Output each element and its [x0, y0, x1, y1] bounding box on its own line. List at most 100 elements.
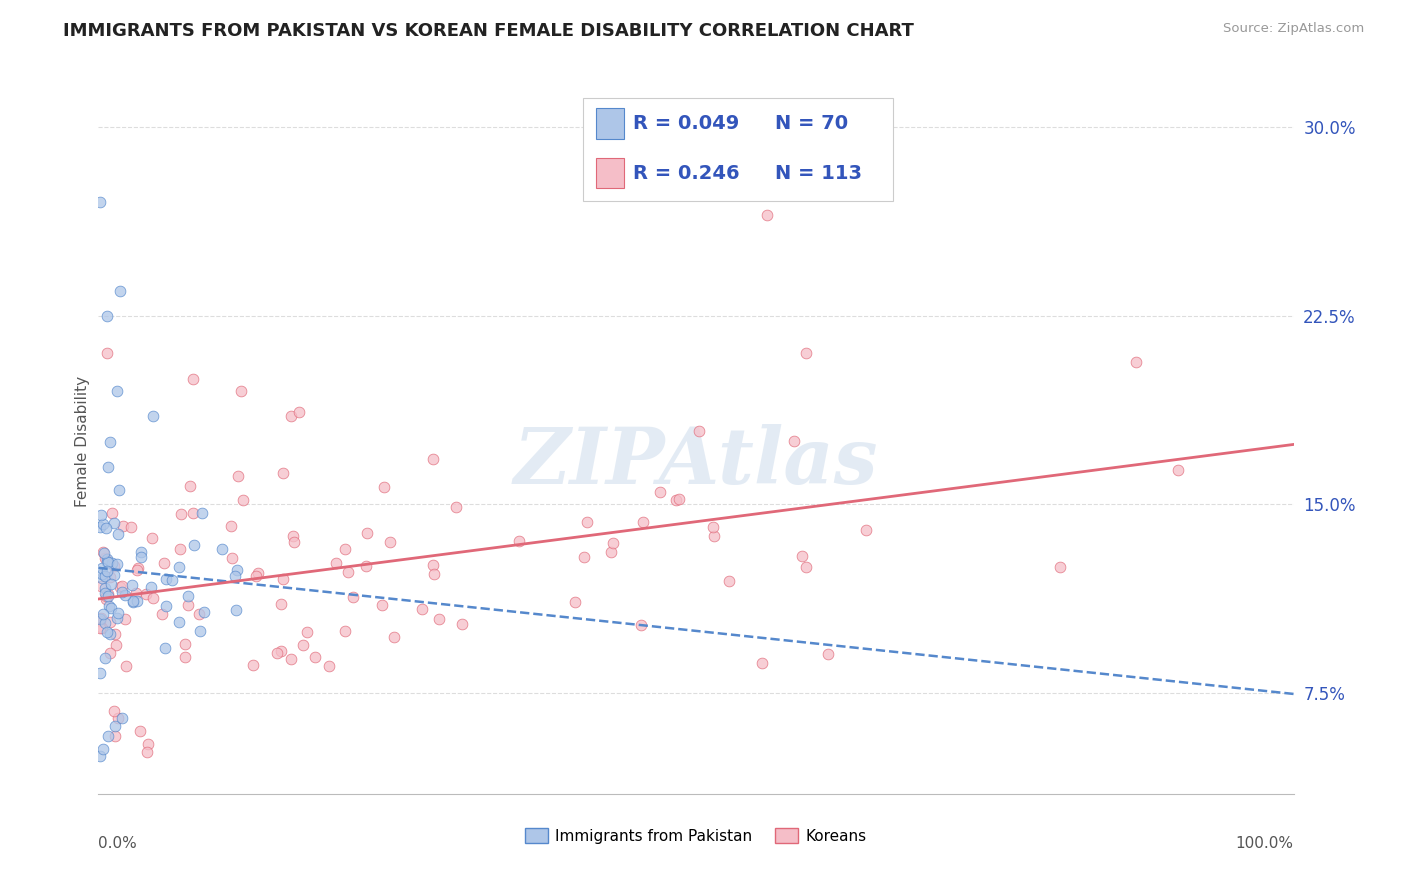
Point — [94, 591, 117, 606]
Point — [93, 568, 115, 582]
Point — [89, 622, 111, 636]
Point — [136, 745, 159, 759]
Text: 0.0%: 0.0% — [98, 836, 138, 851]
Point — [150, 607, 173, 622]
Text: R = 0.246: R = 0.246 — [633, 163, 740, 183]
Point — [120, 520, 142, 534]
Point — [179, 479, 201, 493]
Point — [281, 529, 304, 543]
Point — [90, 611, 112, 625]
Point — [756, 208, 779, 222]
Point — [104, 719, 127, 733]
Point — [270, 644, 292, 658]
Point — [104, 638, 127, 652]
Point — [600, 545, 623, 559]
Point — [104, 627, 127, 641]
Point — [287, 405, 309, 419]
Point — [108, 580, 131, 594]
Point — [336, 565, 359, 579]
Point — [292, 638, 315, 652]
Point — [111, 711, 134, 725]
Point — [429, 612, 451, 626]
Point — [94, 615, 117, 630]
Point — [703, 528, 725, 542]
Point — [125, 586, 148, 600]
Point — [630, 617, 652, 632]
FancyBboxPatch shape — [583, 98, 893, 201]
Point — [135, 587, 157, 601]
Point — [702, 520, 724, 534]
Point — [125, 594, 148, 608]
Point — [318, 659, 340, 673]
Point — [98, 434, 121, 449]
Point — [101, 506, 124, 520]
Point — [422, 451, 444, 466]
Point — [107, 607, 129, 621]
Text: N = 70: N = 70 — [775, 114, 848, 133]
Text: IMMIGRANTS FROM PAKISTAN VS KOREAN FEMALE DISABILITY CORRELATION CHART: IMMIGRANTS FROM PAKISTAN VS KOREAN FEMAL… — [63, 22, 914, 40]
Point — [91, 566, 114, 581]
Point — [508, 534, 530, 549]
Point — [125, 563, 148, 577]
Point — [94, 651, 117, 665]
Point — [91, 607, 114, 621]
Point — [121, 594, 143, 608]
Point — [283, 534, 305, 549]
Point — [98, 615, 121, 630]
Point — [1049, 559, 1071, 574]
Point — [96, 564, 118, 578]
Point — [219, 519, 242, 533]
Point — [174, 638, 197, 652]
Point — [245, 569, 267, 583]
Point — [100, 577, 122, 591]
Point — [423, 566, 446, 581]
Point — [167, 560, 190, 574]
Text: 100.0%: 100.0% — [1236, 836, 1294, 851]
Point — [411, 602, 433, 616]
Point — [93, 546, 115, 560]
Point — [90, 560, 112, 574]
Point — [129, 723, 152, 738]
Point — [111, 584, 134, 599]
Point — [112, 519, 135, 533]
Point — [96, 624, 118, 639]
Point — [97, 589, 120, 603]
Point — [100, 601, 122, 615]
Point — [211, 541, 233, 556]
Point — [564, 595, 586, 609]
Point — [183, 538, 205, 552]
Point — [226, 469, 249, 483]
Point — [270, 597, 292, 611]
Point — [107, 526, 129, 541]
Point — [356, 559, 378, 574]
Point — [100, 556, 122, 570]
Point — [188, 624, 211, 638]
Point — [97, 459, 120, 474]
Point — [224, 569, 246, 583]
Point — [107, 711, 129, 725]
Point — [450, 617, 472, 632]
Point — [794, 559, 817, 574]
Point — [225, 603, 247, 617]
Point — [271, 466, 294, 480]
Point — [193, 605, 215, 619]
Point — [89, 520, 111, 534]
Point — [98, 570, 121, 584]
Point — [93, 551, 115, 566]
Point — [751, 657, 773, 671]
Point — [574, 550, 596, 565]
Point — [105, 557, 128, 571]
Point — [602, 535, 624, 549]
Point — [105, 611, 128, 625]
Point — [242, 657, 264, 672]
Point — [89, 612, 111, 626]
Point — [103, 516, 125, 531]
Text: Source: ZipAtlas.com: Source: ZipAtlas.com — [1223, 22, 1364, 36]
Point — [90, 570, 112, 584]
Point — [98, 627, 121, 641]
Point — [162, 573, 184, 587]
Point — [115, 659, 138, 673]
Point — [378, 535, 401, 549]
Point — [108, 284, 131, 298]
Point — [90, 579, 112, 593]
